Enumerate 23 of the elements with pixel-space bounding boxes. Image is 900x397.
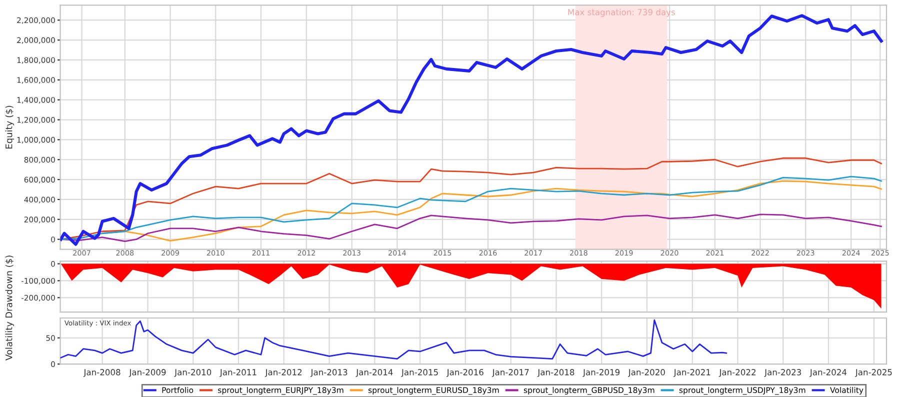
y-axis-title: Volatility — [5, 322, 14, 360]
x-tick-label: Jan-2017 — [492, 369, 529, 377]
x-tick-label: Jan-2008 — [83, 369, 120, 377]
line-series — [60, 319, 728, 360]
x-tick-label: Jan-2018 — [537, 369, 574, 377]
x-tick-label: Jan-2013 — [310, 369, 348, 377]
x-tick-label: Jan-2019 — [582, 369, 620, 377]
x-tick-label: Jan-2010 — [174, 369, 212, 377]
x-tick-label: Jan-2012 — [264, 369, 302, 377]
y-axis-title: Equity ($) — [5, 106, 14, 148]
x-tick-label: Jan-2015 — [401, 369, 438, 377]
x-tick-label: Jan-2014 — [356, 369, 393, 377]
x-tick-label: Jan-2016 — [446, 369, 484, 377]
x-tick-label: Jan-2020 — [628, 369, 665, 377]
y-axis-title: Drawdown ($) — [5, 256, 14, 318]
x-tick-label: Jan-2011 — [220, 369, 256, 377]
band-label: Max stagnation: 739 days — [568, 8, 675, 17]
x-tick-label: Jan-2021 — [673, 369, 710, 377]
x-tick-label: Jan-2024 — [810, 369, 847, 377]
x-tick-label: Jan-2025 — [854, 369, 892, 377]
x-tick-label: Jan-2009 — [128, 369, 166, 377]
x-tick-label: Jan-2022 — [718, 369, 756, 377]
x-tick-label: Jan-2023 — [764, 369, 801, 377]
